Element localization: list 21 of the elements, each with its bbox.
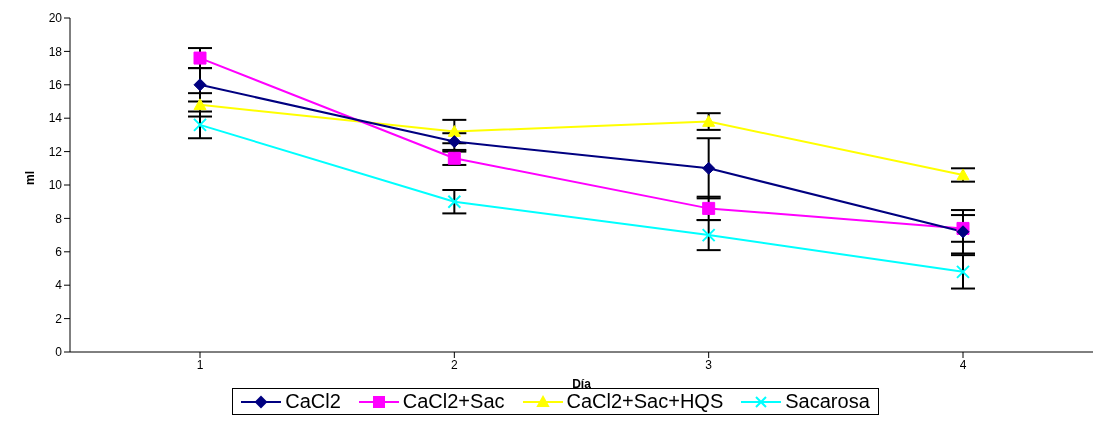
x-tick-label: 3 [705, 357, 713, 372]
legend-label: CaCl2+Sac [402, 390, 505, 413]
y-tick-label: 16 [48, 78, 63, 93]
y-tick-label: 6 [55, 245, 63, 260]
y-tick-label: 14 [48, 111, 63, 126]
x-axis-title: Día [572, 377, 592, 391]
x-tick-label: 4 [959, 357, 967, 372]
y-tick-label: 2 [55, 311, 63, 326]
y-tick-label: 0 [55, 345, 63, 360]
y-tick-label: 10 [48, 178, 63, 193]
x-tick-label: 1 [196, 357, 204, 372]
x-tick-label: 2 [450, 357, 458, 372]
legend-label: Sacarosa [785, 390, 870, 413]
y-axis-title: ml [23, 170, 38, 185]
legend-label: CaCl2 [285, 390, 341, 413]
y-tick-label: 20 [48, 11, 63, 26]
legend-label: CaCl2+Sac+HQS [566, 390, 724, 413]
y-tick-label: 4 [55, 278, 63, 293]
y-tick-label: 8 [55, 211, 63, 226]
y-tick-label: 18 [48, 44, 63, 59]
y-tick-label: 12 [48, 144, 63, 159]
